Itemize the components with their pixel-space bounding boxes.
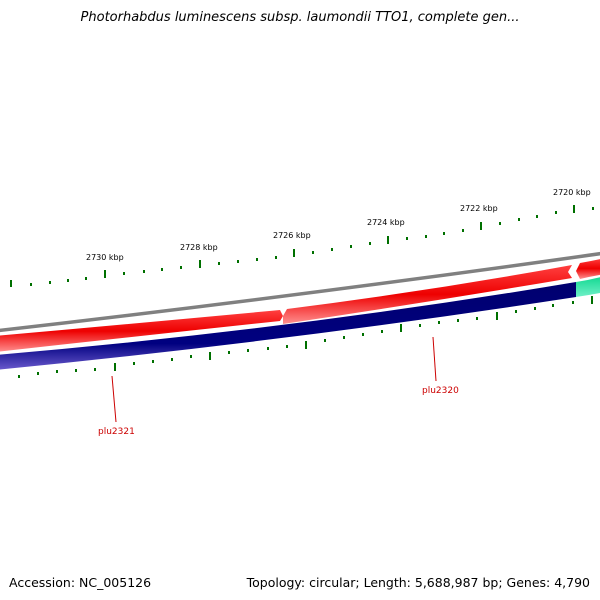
leader-line-plu2321 [111, 375, 117, 423]
outer-ruler [10, 205, 594, 287]
gene-label-leaders [111, 336, 437, 423]
gene-labels: plu2321 plu2320 [98, 386, 459, 437]
ruler-labels: 2730 kbp 2728 kbp 2726 kbp 2724 kbp 2722… [86, 188, 591, 262]
gene-plu2321-block[interactable] [0, 310, 283, 352]
ruler-label: 2728 kbp [180, 243, 218, 252]
accession-text: Accession: NC_005126 [9, 575, 152, 590]
gene-label-plu2321[interactable]: plu2321 [98, 427, 135, 437]
ruler-label: 2730 kbp [86, 253, 124, 262]
genome-summary-text: Topology: circular; Length: 5,688,987 bp… [246, 575, 590, 590]
ruler-label: 2724 kbp [367, 218, 405, 227]
genome-backbone [0, 251, 600, 333]
ruler-label: 2720 kbp [553, 188, 591, 197]
map-title: Photorhabdus luminescens subsp. laumondi… [80, 10, 520, 25]
reverse-gene-block[interactable] [0, 282, 576, 370]
reverse-strand-track [0, 276, 600, 370]
forward-strand-track [0, 258, 600, 352]
highlighted-gene-block[interactable] [576, 276, 600, 297]
ruler-label: 2726 kbp [273, 231, 311, 240]
gene-plu2320-block[interactable] [283, 265, 572, 324]
leader-line-plu2320 [432, 336, 437, 382]
gene-next-block[interactable] [576, 258, 600, 279]
inner-ruler [18, 296, 593, 378]
ruler-label: 2722 kbp [460, 204, 498, 213]
gene-label-plu2320[interactable]: plu2320 [422, 386, 459, 396]
